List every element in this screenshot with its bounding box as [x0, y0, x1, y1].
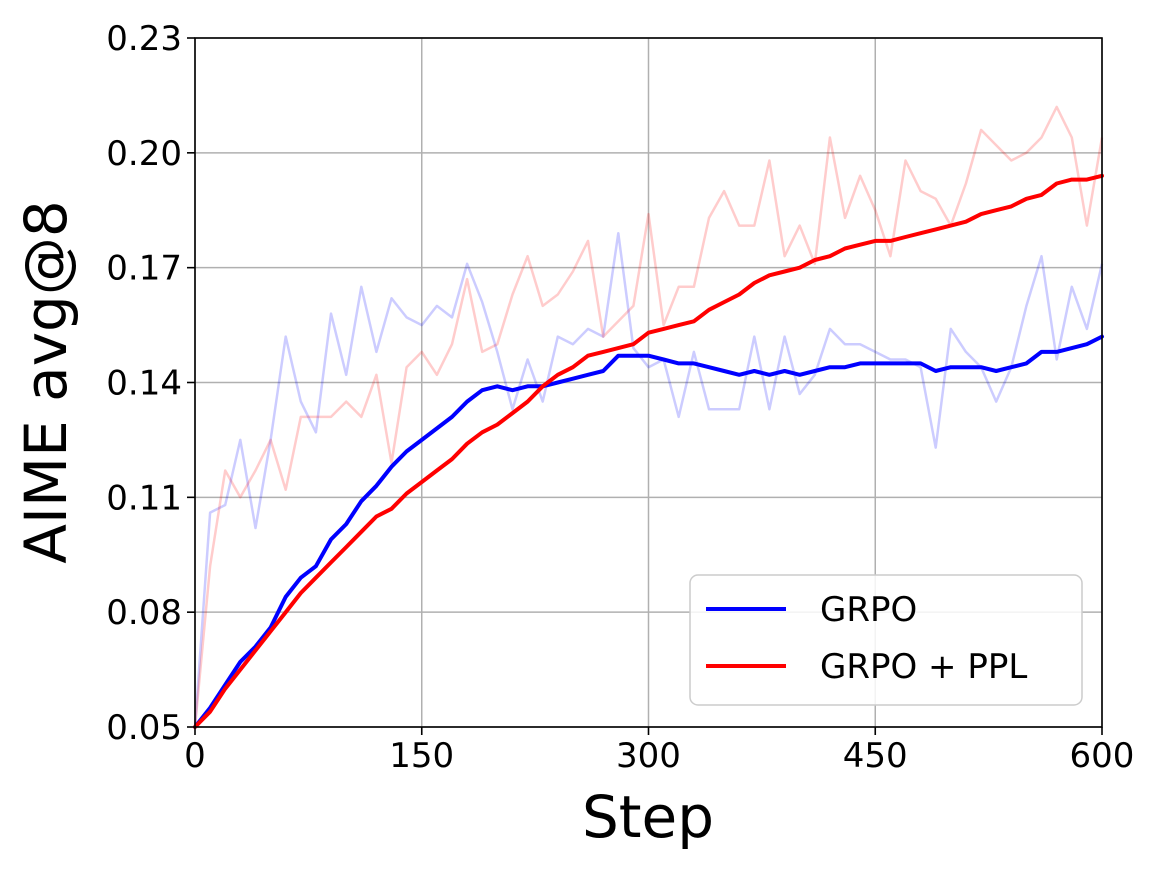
- y-tick-label: 0.08: [106, 593, 182, 633]
- x-axis-label: Step: [582, 783, 714, 851]
- x-tick-label: 150: [389, 736, 454, 776]
- legend-box: [689, 574, 1083, 706]
- raw-series-line-grpo: [193, 231, 1104, 728]
- x-tick-label: 450: [843, 736, 908, 776]
- y-tick-label: 0.23: [106, 19, 182, 59]
- legend-label-grpo-ppl: GRPO + PPL: [820, 647, 1027, 687]
- y-tick-label: 0.05: [106, 708, 182, 748]
- y-tick-label: 0.14: [106, 364, 182, 404]
- x-tick-label: 600: [1070, 736, 1135, 776]
- smoothed-series-layer: [193, 173, 1104, 729]
- y-tick-label: 0.20: [106, 134, 182, 174]
- x-tick-label: 0: [184, 736, 206, 776]
- legend: GRPO GRPO + PPL: [689, 574, 1083, 706]
- y-tick-label: 0.17: [106, 249, 182, 289]
- x-tick-label: 300: [616, 736, 681, 776]
- series-line-grpo: [193, 334, 1104, 729]
- y-axis-label: AIME avg@8: [12, 200, 80, 564]
- legend-label-grpo: GRPO: [820, 590, 917, 630]
- y-tick-labels: 0.05 0.08 0.11 0.14 0.17 0.20 0.23: [106, 19, 182, 748]
- series-line-grpo-ppl: [193, 173, 1104, 729]
- y-tick-label: 0.11: [106, 478, 182, 518]
- tick-marks: [187, 37, 1103, 735]
- x-tick-labels: 0 150 300 450 600: [184, 736, 1134, 776]
